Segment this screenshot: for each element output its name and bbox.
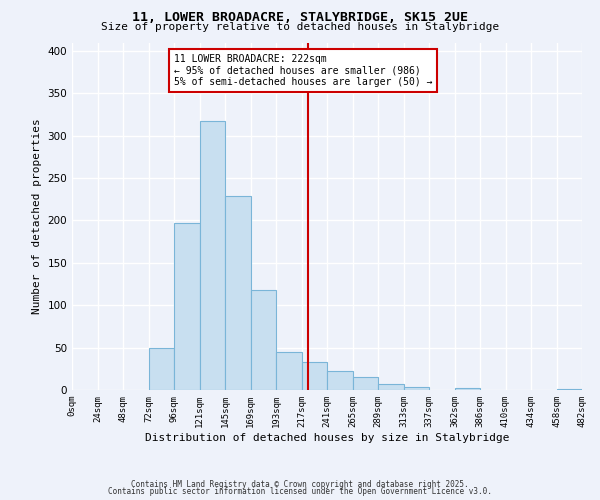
Bar bbox=[302, 362, 327, 390]
Text: 11, LOWER BROADACRE, STALYBRIDGE, SK15 2UE: 11, LOWER BROADACRE, STALYBRIDGE, SK15 2… bbox=[132, 11, 468, 24]
Bar bbox=[174, 223, 199, 390]
Bar bbox=[455, 388, 480, 390]
Bar bbox=[404, 388, 429, 390]
Bar bbox=[199, 122, 225, 390]
Bar bbox=[378, 384, 404, 390]
Text: Contains HM Land Registry data © Crown copyright and database right 2025.: Contains HM Land Registry data © Crown c… bbox=[131, 480, 469, 489]
Bar bbox=[149, 348, 174, 390]
Bar bbox=[557, 389, 582, 390]
Text: Contains public sector information licensed under the Open Government Licence v3: Contains public sector information licen… bbox=[108, 488, 492, 496]
Bar bbox=[276, 352, 302, 390]
Text: Size of property relative to detached houses in Stalybridge: Size of property relative to detached ho… bbox=[101, 22, 499, 32]
Y-axis label: Number of detached properties: Number of detached properties bbox=[32, 118, 42, 314]
X-axis label: Distribution of detached houses by size in Stalybridge: Distribution of detached houses by size … bbox=[145, 432, 509, 442]
Bar bbox=[225, 196, 251, 390]
Text: 11 LOWER BROADACRE: 222sqm
← 95% of detached houses are smaller (986)
5% of semi: 11 LOWER BROADACRE: 222sqm ← 95% of deta… bbox=[174, 54, 433, 86]
Bar bbox=[353, 378, 378, 390]
Bar bbox=[251, 290, 276, 390]
Bar bbox=[327, 372, 353, 390]
